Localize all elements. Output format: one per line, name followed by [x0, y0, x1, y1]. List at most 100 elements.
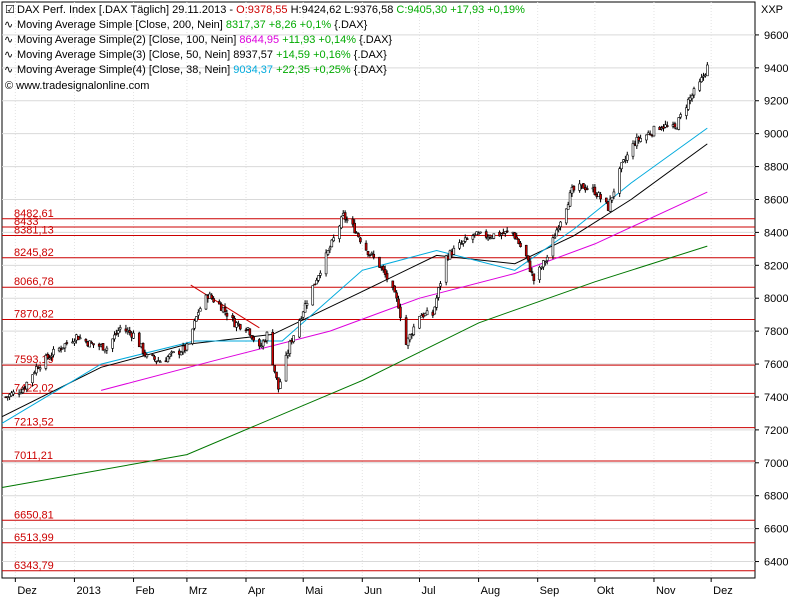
candle-body[interactable] — [666, 125, 669, 127]
candle-body[interactable] — [505, 230, 509, 233]
candle-body[interactable] — [635, 137, 639, 147]
candle-body[interactable] — [435, 297, 438, 308]
candle-body[interactable] — [610, 197, 614, 201]
candle-body[interactable] — [439, 283, 442, 287]
candle-body[interactable] — [212, 298, 215, 303]
candle-body[interactable] — [21, 389, 25, 393]
candle-body[interactable] — [258, 339, 261, 347]
candle-body[interactable] — [393, 285, 397, 293]
candle-body[interactable] — [197, 312, 200, 316]
candle-body[interactable] — [572, 185, 576, 191]
candle-body[interactable] — [25, 381, 29, 390]
candle-body[interactable] — [263, 340, 267, 343]
candle-body[interactable] — [223, 306, 227, 313]
candle-body[interactable] — [395, 292, 398, 299]
candle-body[interactable] — [271, 331, 274, 366]
candle-body[interactable] — [88, 340, 91, 348]
candle-body[interactable] — [513, 232, 517, 239]
candle-body[interactable] — [105, 347, 109, 351]
candle-body[interactable] — [35, 366, 38, 374]
candle-body[interactable] — [198, 308, 202, 312]
candle-body[interactable] — [191, 328, 194, 344]
candle-body[interactable] — [19, 392, 23, 395]
candle-body[interactable] — [437, 287, 440, 298]
candle-body[interactable] — [385, 273, 389, 280]
candle-body[interactable] — [477, 232, 480, 235]
candle-body[interactable] — [620, 162, 623, 170]
candle-body[interactable] — [116, 330, 120, 334]
candle-body[interactable] — [383, 269, 387, 275]
candle-body[interactable] — [158, 361, 162, 363]
candle-body[interactable] — [524, 244, 528, 257]
candle-body[interactable] — [124, 328, 128, 332]
candle-body[interactable] — [351, 218, 355, 225]
candle-body[interactable] — [273, 365, 276, 372]
moving-average-line[interactable] — [1, 245, 708, 488]
candle-body[interactable] — [578, 183, 581, 191]
candle-body[interactable] — [517, 238, 520, 244]
candle-body[interactable] — [172, 351, 175, 353]
candle-body[interactable] — [246, 327, 250, 330]
candle-body[interactable] — [366, 250, 370, 256]
candle-body[interactable] — [444, 255, 448, 283]
candle-body[interactable] — [248, 328, 252, 336]
candle-body[interactable] — [585, 188, 589, 190]
candle-body[interactable] — [399, 306, 402, 319]
candle-body[interactable] — [292, 335, 295, 342]
candle-body[interactable] — [404, 317, 408, 345]
candle-body[interactable] — [540, 266, 543, 269]
candle-body[interactable] — [143, 351, 147, 357]
candle-body[interactable] — [566, 204, 570, 210]
candle-body[interactable] — [145, 354, 149, 358]
candle-body[interactable] — [153, 356, 156, 360]
candle-body[interactable] — [690, 95, 694, 99]
candle-body[interactable] — [326, 250, 330, 255]
candle-body[interactable] — [503, 231, 507, 234]
candle-body[interactable] — [605, 197, 608, 203]
candle-body[interactable] — [702, 75, 705, 78]
candle-body[interactable] — [238, 324, 242, 330]
candle-body[interactable] — [460, 243, 463, 245]
candle-body[interactable] — [528, 260, 532, 272]
candle-body[interactable] — [551, 237, 555, 257]
candle-body[interactable] — [612, 191, 616, 197]
candle-body[interactable] — [462, 240, 465, 244]
candle-body[interactable] — [686, 99, 690, 110]
candle-body[interactable] — [48, 357, 51, 360]
candle-body[interactable] — [677, 117, 681, 130]
moving-average-line[interactable] — [100, 191, 708, 391]
moving-average-line[interactable] — [1, 127, 708, 424]
candle-body[interactable] — [38, 367, 42, 370]
candle-body[interactable] — [479, 231, 482, 234]
candle-body[interactable] — [355, 232, 358, 234]
candle-body[interactable] — [90, 341, 93, 344]
candle-body[interactable] — [645, 134, 648, 141]
candle-body[interactable] — [542, 260, 545, 268]
candle-body[interactable] — [368, 254, 372, 257]
candle-body[interactable] — [433, 306, 437, 315]
candle-body[interactable] — [568, 192, 572, 207]
candle-body[interactable] — [111, 338, 114, 349]
candle-body[interactable] — [484, 231, 488, 238]
candle-body[interactable] — [397, 298, 400, 309]
candle-body[interactable] — [313, 283, 316, 286]
candle-body[interactable] — [305, 303, 309, 306]
candle-body[interactable] — [204, 294, 208, 310]
candle-body[interactable] — [73, 341, 76, 344]
candle-body[interactable] — [261, 340, 265, 347]
candle-body[interactable] — [412, 326, 416, 335]
candle-body[interactable] — [700, 77, 703, 83]
candle-body[interactable] — [231, 315, 234, 318]
candle-body[interactable] — [391, 280, 395, 289]
candle-body[interactable] — [564, 208, 568, 224]
candle-body[interactable] — [370, 252, 374, 255]
candle-body[interactable] — [519, 242, 522, 247]
candle-body[interactable] — [345, 219, 349, 222]
candle-body[interactable] — [237, 323, 240, 325]
candle-body[interactable] — [286, 353, 290, 356]
candle-body[interactable] — [250, 335, 254, 339]
candle-body[interactable] — [406, 337, 410, 346]
candle-body[interactable] — [458, 242, 461, 249]
candle-body[interactable] — [353, 222, 356, 234]
candle-body[interactable] — [218, 301, 221, 305]
